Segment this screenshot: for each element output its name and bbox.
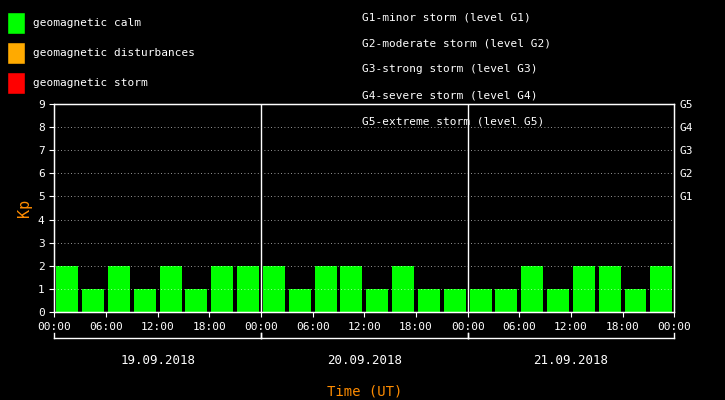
Bar — [624, 289, 647, 312]
Text: G3-strong storm (level G3): G3-strong storm (level G3) — [362, 64, 538, 74]
Bar — [573, 266, 594, 312]
Bar — [366, 289, 388, 312]
Bar — [341, 266, 362, 312]
Bar — [495, 289, 518, 312]
Bar — [650, 266, 672, 312]
Text: 21.09.2018: 21.09.2018 — [534, 354, 608, 367]
Bar — [211, 266, 233, 312]
Bar — [186, 289, 207, 312]
Bar — [521, 266, 543, 312]
Bar — [418, 289, 440, 312]
Bar — [599, 266, 621, 312]
Text: 20.09.2018: 20.09.2018 — [327, 354, 402, 367]
Bar — [470, 289, 492, 312]
Text: geomagnetic disturbances: geomagnetic disturbances — [33, 48, 194, 58]
Text: G2-moderate storm (level G2): G2-moderate storm (level G2) — [362, 38, 552, 48]
Bar — [134, 289, 156, 312]
Text: Time (UT): Time (UT) — [327, 384, 402, 398]
Text: geomagnetic storm: geomagnetic storm — [33, 78, 147, 88]
Bar — [392, 266, 414, 312]
Text: G5-extreme storm (level G5): G5-extreme storm (level G5) — [362, 116, 544, 126]
Text: geomagnetic calm: geomagnetic calm — [33, 18, 141, 28]
Bar — [237, 266, 259, 312]
Bar — [82, 289, 104, 312]
Text: G1-minor storm (level G1): G1-minor storm (level G1) — [362, 12, 531, 22]
Bar — [108, 266, 130, 312]
Y-axis label: Kp: Kp — [17, 199, 33, 217]
Bar — [57, 266, 78, 312]
Text: 19.09.2018: 19.09.2018 — [120, 354, 195, 367]
Bar — [263, 266, 285, 312]
Bar — [547, 289, 569, 312]
Text: G4-severe storm (level G4): G4-severe storm (level G4) — [362, 90, 538, 100]
Bar — [315, 266, 336, 312]
Bar — [160, 266, 181, 312]
Bar — [289, 289, 311, 312]
Bar — [444, 289, 465, 312]
